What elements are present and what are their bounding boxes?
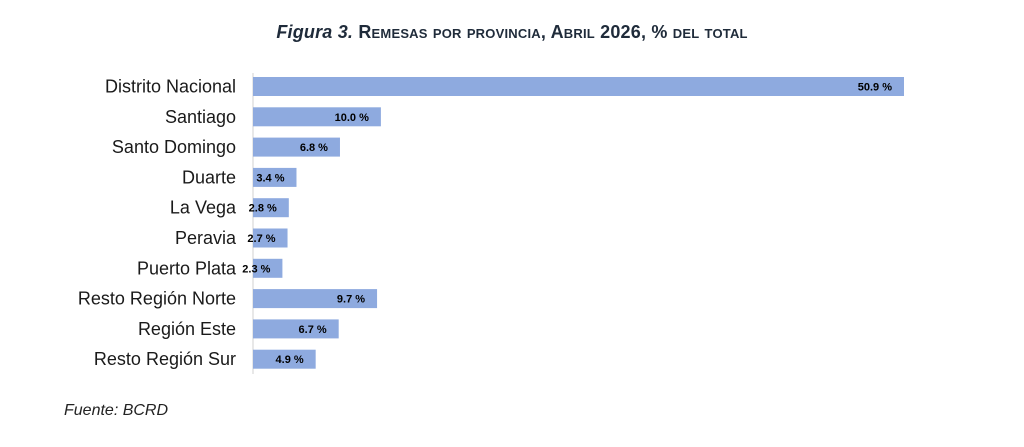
category-label-5: Peravia	[175, 228, 237, 248]
figure-caption: Remesas por provincia, Abril 2026, % del…	[358, 22, 748, 42]
value-label-0: 50.9 %	[858, 82, 892, 94]
value-label-3: 3.4 %	[256, 172, 284, 184]
bar-8	[253, 319, 339, 339]
category-label-7: Resto Región Norte	[78, 289, 236, 309]
bar-3	[253, 167, 297, 187]
figure-number: Figura 3.	[276, 22, 354, 42]
bar-0	[253, 77, 904, 96]
category-label-8: Región Este	[138, 319, 236, 339]
value-label-2: 6.8 %	[300, 142, 328, 154]
chart-title: Figura 3. Remesas por provincia, Abril 2…	[0, 22, 1024, 43]
value-label-8: 6.7 %	[299, 324, 327, 336]
category-label-4: La Vega	[170, 198, 237, 218]
bar-6	[253, 258, 283, 278]
category-label-0: Distrito Nacional	[105, 77, 236, 97]
bar-9	[253, 349, 316, 369]
bar-1	[253, 107, 381, 127]
bar-4	[253, 198, 289, 218]
value-label-4: 2.8 %	[249, 203, 277, 215]
category-label-2: Santo Domingo	[112, 137, 236, 157]
value-label-7: 9.7 %	[337, 294, 365, 306]
category-label-6: Puerto Plata	[137, 258, 237, 278]
category-label-9: Resto Región Sur	[94, 349, 236, 369]
value-label-6: 2.3 %	[242, 263, 270, 275]
category-label-1: Santiago	[165, 107, 236, 127]
value-label-5: 2.7 %	[247, 233, 275, 245]
bar-2	[253, 137, 340, 157]
value-label-9: 4.9 %	[276, 354, 304, 366]
bar-7	[253, 289, 378, 309]
category-label-3: Duarte	[182, 167, 236, 187]
source-note: Fuente: BCRD	[64, 402, 169, 419]
bar-5	[253, 228, 288, 248]
value-label-1: 10.0 %	[335, 112, 369, 124]
